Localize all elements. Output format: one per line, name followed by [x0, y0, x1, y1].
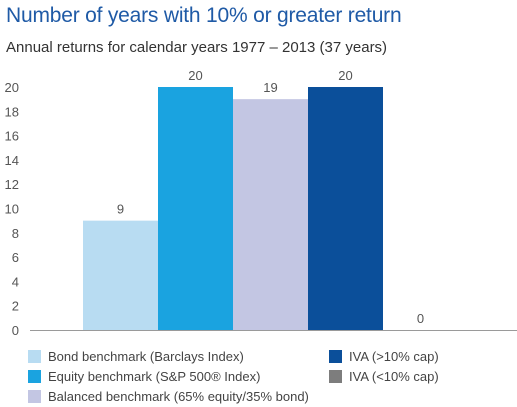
y-tick-label: 12 [5, 177, 19, 192]
chart-title: Number of years with 10% or greater retu… [6, 4, 402, 27]
legend-swatch [329, 349, 342, 363]
y-tick-label: 8 [12, 226, 19, 241]
bar-3 [233, 99, 308, 331]
legend-label: IVA (>10% cap) [349, 348, 439, 364]
legend-swatch [28, 389, 41, 403]
data-label-1: 9 [117, 202, 124, 217]
y-tick-label: 14 [5, 153, 19, 168]
y-tick-label: 10 [5, 202, 19, 217]
legend-item-3: Balanced benchmark (65% equity/35% bond) [28, 387, 309, 405]
legend-item-4: IVA (>10% cap) [329, 347, 439, 365]
bar-2 [158, 87, 233, 330]
y-tick-label: 6 [12, 250, 19, 265]
legend-item-5: IVA (<10% cap) [329, 367, 439, 385]
legend-label: Equity benchmark (S&P 500® Index) [48, 368, 261, 384]
y-tick-label: 0 [12, 323, 19, 338]
data-label-3: 19 [263, 80, 277, 95]
legend-item-2: Equity benchmark (S&P 500® Index) [28, 367, 260, 385]
y-tick-label: 16 [5, 129, 19, 144]
legend-swatch [28, 369, 41, 383]
legend-swatch [329, 369, 342, 383]
bar-1 [83, 220, 158, 330]
legend-label: IVA (<10% cap) [349, 368, 439, 384]
legend-item-1: Bond benchmark (Barclays Index) [28, 347, 244, 365]
legend-label: Bond benchmark (Barclays Index) [48, 348, 244, 364]
y-tick-label: 18 [5, 104, 19, 119]
chart-legend: Bond benchmark (Barclays Index) Equity be… [0, 344, 517, 407]
y-tick-label: 4 [12, 274, 19, 289]
legend-swatch [28, 349, 41, 363]
data-label-2: 20 [188, 68, 202, 83]
data-label-5: 0 [417, 311, 424, 326]
legend-label: Balanced benchmark (65% equity/35% bond) [48, 388, 309, 404]
bar-4 [308, 87, 383, 330]
chart-subtitle: Annual returns for calendar years 1977 –… [6, 39, 388, 56]
y-tick-label: 20 [5, 80, 19, 95]
bar-chart: 0 2 4 6 8 10 12 14 16 18 20 9 20 19 20 0 [5, 68, 517, 338]
data-label-4: 20 [338, 68, 352, 83]
y-tick-label: 2 [12, 299, 19, 314]
